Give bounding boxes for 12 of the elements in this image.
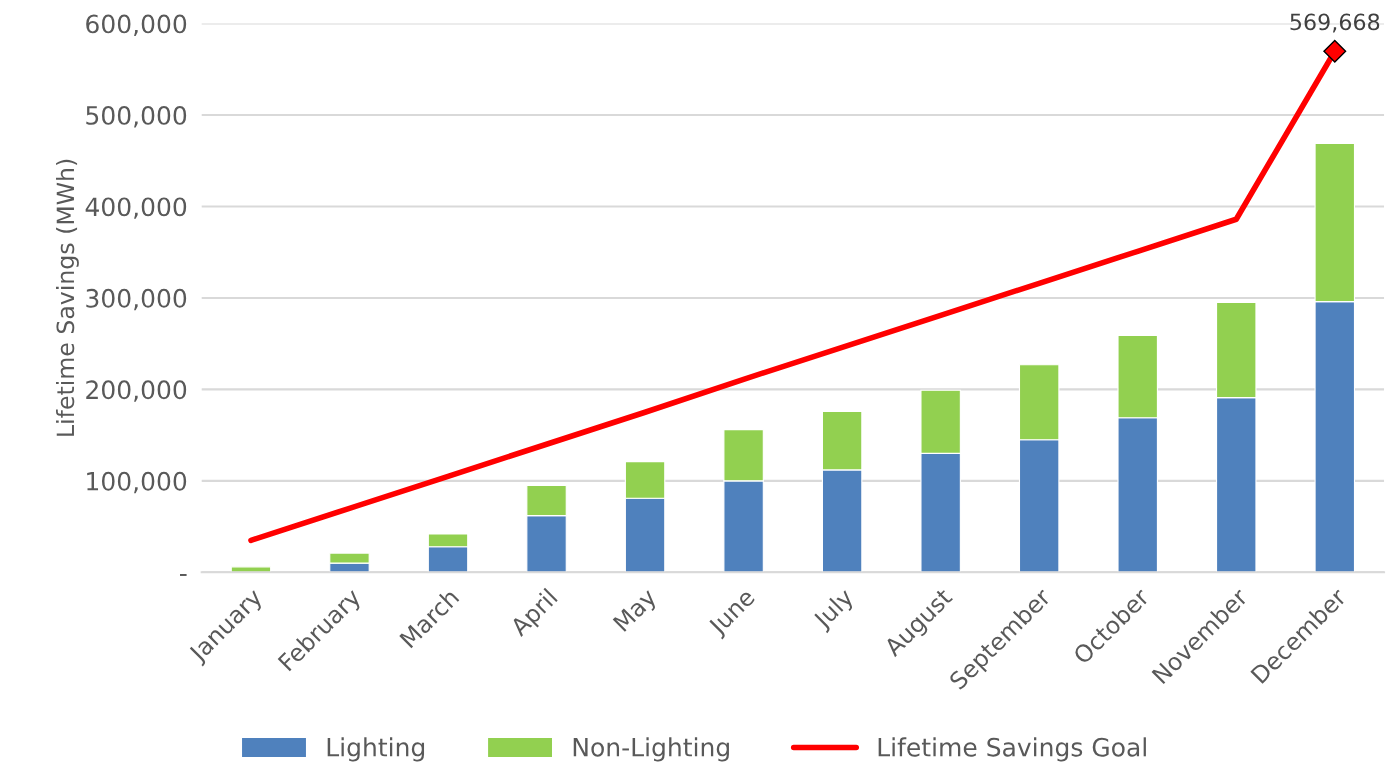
legend-label: Lifetime Savings Goal [878,737,1146,762]
data-label: 569,668 [1290,13,1380,33]
legend-label: Non-Lighting [573,737,729,762]
legend-label: Lighting [327,737,425,762]
y-tick-label: 200,000 [86,380,187,402]
y-tick-label: 600,000 [86,14,187,36]
y-tick-label: 400,000 [85,197,187,219]
y-tick-label: 500,000 [86,105,187,128]
y-tick-label: 100,000 [87,471,187,494]
y-axis-title: Lifetime Savings (MWh) [56,159,79,436]
y-tick-label: - [180,573,187,576]
y-tick-label: 300,000 [86,288,187,311]
